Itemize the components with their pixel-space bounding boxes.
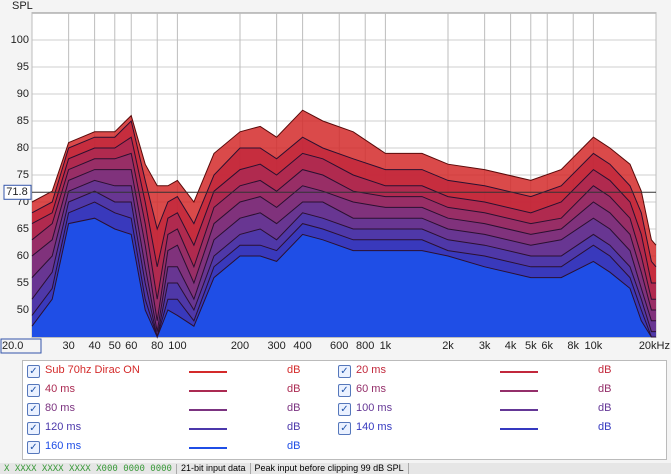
y-tick-label: 85: [17, 115, 29, 127]
x-tick-label: 80: [151, 340, 163, 352]
legend-name: 100 ms: [356, 402, 393, 414]
x-start-box: [0, 338, 42, 354]
legend-name: Sub 70hz Dirac ON: [45, 364, 140, 376]
x-tick-label: 50: [109, 340, 121, 352]
legend-unit: dB: [598, 421, 612, 433]
legend-name: 40 ms: [45, 383, 75, 395]
status-item: X XXXX XXXX XXXX X000 0000 0000: [0, 464, 177, 474]
legend-swatch: [500, 390, 538, 392]
status-item: 21-bit input data: [177, 463, 251, 474]
decay-slice-line: [31, 120, 657, 268]
checkbox[interactable]: ✓: [27, 384, 40, 397]
x-tick-label: 400: [293, 340, 311, 352]
decay-slice-line: [31, 201, 656, 339]
legend: ✓ Sub 70hz Dirac ON dB ✓ 20 ms dB ✓ 40 ms dB ✓ 60 …: [22, 360, 667, 460]
checkbox[interactable]: ✓: [27, 422, 40, 435]
legend-swatch: [189, 371, 227, 373]
y-tick-label: 100: [11, 34, 29, 46]
status-bar: X XXXX XXXX XXXX X000 0000 0000 21-bit in…: [0, 463, 671, 474]
legend-unit: dB: [287, 421, 301, 433]
y-tick-label: 80: [17, 142, 29, 154]
legend-swatch: [189, 428, 227, 430]
legend-name: 80 ms: [45, 402, 75, 414]
x-tick-label: 6k: [541, 340, 553, 352]
legend-swatch: [189, 409, 227, 411]
x-tick-label: 5k: [525, 340, 537, 352]
decay-slice-line: [31, 217, 656, 339]
legend-unit: dB: [287, 383, 301, 395]
decay-slice-line: [31, 179, 656, 332]
x-tick-label: 40: [88, 340, 100, 352]
y-tick-label: 50: [17, 304, 29, 316]
decay-slice-line: [31, 109, 657, 246]
x-tick-label: 600: [330, 340, 348, 352]
legend-name: 140 ms: [356, 421, 393, 433]
x-tick-label: 200: [231, 340, 249, 352]
legend-unit: dB: [598, 402, 612, 414]
checkbox[interactable]: ✓: [338, 365, 351, 378]
decay-slice-line: [31, 136, 656, 284]
x-tick-label: 800: [356, 340, 374, 352]
legend-unit: dB: [287, 402, 301, 414]
checkbox[interactable]: ✓: [27, 403, 40, 416]
status-item: Peak input before clipping 99 dB SPL: [251, 463, 409, 474]
checkbox[interactable]: ✓: [338, 403, 351, 416]
x-tick-label: 60: [125, 340, 137, 352]
cursor-label: 71.8: [6, 186, 27, 198]
legend-swatch: [500, 409, 538, 411]
legend-unit: dB: [287, 440, 301, 452]
decay-slice-line: [31, 190, 656, 338]
y-tick-label: 90: [17, 88, 29, 100]
x-tick-label: 20kHz: [639, 340, 670, 352]
x-tick-label: 8k: [567, 340, 579, 352]
x-tick-label: 3k: [479, 340, 491, 352]
legend-unit: dB: [287, 364, 301, 376]
x-tick-label: 2k: [442, 340, 454, 352]
legend-swatch: [500, 371, 538, 373]
y-tick-label: 75: [17, 169, 29, 181]
x-tick-label: 300: [267, 340, 285, 352]
legend-unit: dB: [598, 364, 612, 376]
decay-slice-line: [31, 152, 656, 300]
y-tick-label: 95: [17, 61, 29, 73]
legend-swatch: [189, 447, 227, 449]
y-tick-label: 65: [17, 223, 29, 235]
y-tick-label: 60: [17, 250, 29, 262]
x-tick-label: 10k: [585, 340, 603, 352]
x-tick-label: 1k: [380, 340, 392, 352]
x-tick-label: 20.0: [2, 340, 23, 352]
legend-name: 60 ms: [356, 383, 386, 395]
x-tick-label: 4k: [505, 340, 517, 352]
checkbox[interactable]: ✓: [338, 384, 351, 397]
legend-swatch: [500, 428, 538, 430]
legend-name: 120 ms: [45, 421, 82, 433]
cursor-box: [3, 184, 32, 200]
checkbox[interactable]: ✓: [338, 422, 351, 435]
checkbox[interactable]: ✓: [27, 365, 40, 378]
legend-swatch: [189, 390, 227, 392]
x-tick-label: 100: [168, 340, 186, 352]
legend-unit: dB: [598, 383, 612, 395]
y-axis-label: SPL: [12, 0, 33, 12]
legend-name: 20 ms: [356, 364, 386, 376]
checkbox[interactable]: ✓: [27, 441, 40, 454]
y-tick-label: 55: [17, 277, 29, 289]
x-tick-label: 30: [63, 340, 75, 352]
decay-slice-fill: [32, 218, 656, 337]
decay-slice-line: [31, 169, 656, 321]
legend-name: 160 ms: [45, 440, 82, 452]
